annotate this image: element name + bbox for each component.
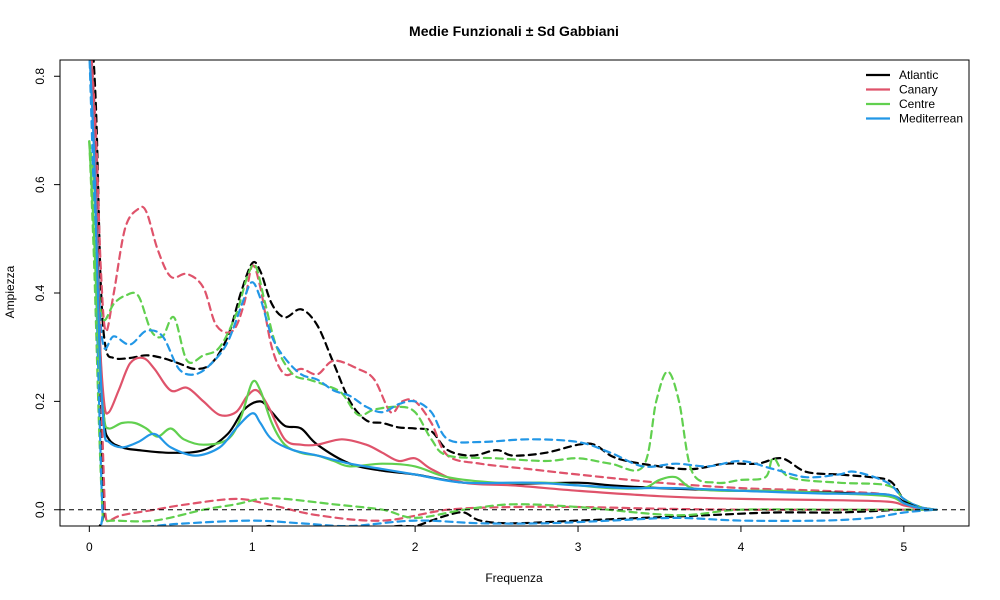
atlantic-sd-upper-line (92, 60, 938, 511)
y-tick-label: 0.4 (33, 284, 47, 301)
y-axis-label: Ampiezza (3, 265, 17, 318)
x-tick-label: 1 (249, 540, 256, 554)
x-tick-label: 0 (86, 540, 93, 554)
atlantic-mean-line (90, 60, 938, 511)
x-tick-label: 3 (575, 540, 582, 554)
x-axis-label: Frequenza (485, 571, 543, 585)
x-tick-label: 5 (900, 540, 907, 554)
x-tick-label: 2 (412, 540, 419, 554)
mediterrean-mean-line (88, 60, 938, 511)
canary-mean-line (90, 60, 938, 511)
chart-title: Medie Funzionali ± Sd Gabbiani (409, 23, 619, 39)
y-tick-label: 0.0 (33, 501, 47, 518)
mediterrean-sd-upper-line (88, 60, 938, 511)
canary-sd-upper-line (90, 60, 938, 511)
plot-area (88, 60, 938, 526)
legend-label-mediterrean: Mediterrean (899, 112, 963, 126)
y-tick-label: 0.6 (33, 176, 47, 193)
y-axis: 0.0 0.2 0.4 0.6 0.8 (33, 68, 60, 518)
legend-label-centre: Centre (899, 97, 935, 111)
centre-sd-lower-line (88, 140, 938, 523)
x-axis: 0 1 2 3 4 5 (86, 526, 907, 554)
legend-label-atlantic: Atlantic (899, 68, 938, 82)
centre-sd-upper-line (88, 140, 938, 511)
y-tick-label: 0.8 (33, 68, 47, 85)
x-tick-label: 4 (738, 540, 745, 554)
legend-label-canary: Canary (899, 83, 938, 97)
canary-sd-lower-line (89, 60, 938, 522)
y-tick-label: 0.2 (33, 393, 47, 410)
